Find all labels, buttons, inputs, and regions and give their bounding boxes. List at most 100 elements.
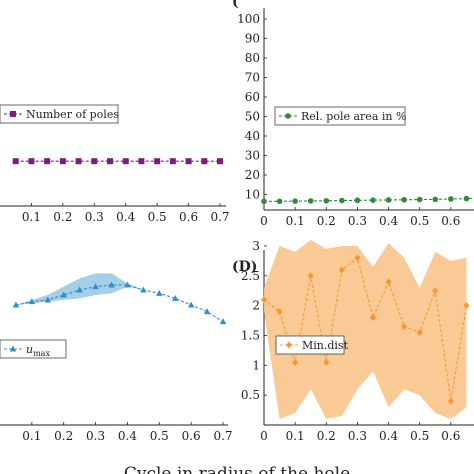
x-tick-label: 0.6 — [179, 210, 198, 224]
y-tick-label: 10 — [245, 188, 260, 202]
x-tick-label: 0.2 — [54, 429, 73, 443]
legend-label: Min.dist — [302, 339, 349, 352]
panel-letter-c: ( — [232, 0, 239, 10]
x-tick-label: 0.2 — [317, 429, 336, 443]
data-point — [354, 197, 361, 204]
legend-marker — [285, 113, 291, 119]
data-point — [219, 318, 227, 325]
x-tick-label: 0.6 — [441, 214, 460, 228]
data-point — [370, 197, 376, 203]
x-tick-label: 0.1 — [22, 210, 41, 224]
data-point — [108, 281, 115, 288]
x-tick-label: 0.4 — [379, 429, 398, 443]
data-point — [385, 278, 392, 286]
x-tick-label: 0.3 — [86, 429, 105, 443]
x-tick-label: 0.2 — [317, 214, 336, 228]
data-point — [370, 314, 376, 322]
y-tick-label: 3 — [252, 239, 260, 253]
data-point — [75, 158, 82, 165]
y-tick-label: 50 — [245, 110, 260, 124]
y-tick-label: 40 — [245, 129, 260, 143]
data-point — [307, 198, 314, 204]
data-point — [138, 158, 145, 165]
panel-number-of-poles: 0.1 0.2 0.3 0.4 0.5 0.6 0.7 Number of poles — [0, 104, 230, 224]
data-point — [323, 358, 330, 366]
y-tick-label: 60 — [245, 90, 260, 104]
data-point — [28, 158, 35, 165]
data-point — [292, 358, 299, 366]
data-point — [307, 272, 314, 280]
x-tick-label: 0.4 — [116, 210, 135, 224]
y-tick-label: 90 — [245, 32, 260, 46]
data-point — [385, 197, 392, 203]
data-point — [323, 197, 330, 204]
legend-marker — [286, 341, 292, 349]
x-axis-caption: Cycle in radius of the hole — [124, 464, 350, 474]
y-tick-label: 30 — [245, 149, 260, 163]
x-tick-label: 0 — [260, 429, 268, 443]
y-tick-label: 0.5 — [241, 388, 260, 402]
y-tick-label: 2.5 — [241, 269, 260, 283]
data-point — [172, 294, 179, 301]
data-point — [124, 281, 131, 288]
panel-relative-pole-area: 0 0.1 0.2 0.3 0.4 0.5 0.6 10 20 30 40 50 60 70 80 90 100… — [237, 8, 474, 228]
legend-box — [0, 104, 119, 124]
data-point — [107, 158, 113, 165]
data-point — [28, 298, 36, 305]
data-point — [59, 158, 66, 165]
data-point — [276, 198, 283, 205]
data-point — [463, 195, 470, 202]
legend-box — [0, 339, 67, 359]
data-point — [44, 158, 51, 165]
data-point — [448, 196, 454, 202]
data-point — [187, 301, 195, 308]
legend-box — [275, 335, 345, 355]
x-tick-label: 0.2 — [53, 210, 72, 224]
data-point — [92, 283, 99, 290]
data-point — [447, 397, 454, 405]
x-tick-label: 0.6 — [441, 429, 460, 443]
panel-min-dist: 0 0.1 0.2 0.3 0.4 0.5 0.6 0.5 1 1.5 2 2.5 3 Min.dist — [241, 239, 474, 443]
data-point — [292, 198, 298, 204]
x-tick-label: 0 — [260, 214, 268, 228]
data-point — [169, 158, 176, 165]
data-point — [339, 197, 345, 204]
data-point — [60, 291, 67, 298]
x-tick-label: 0.1 — [286, 429, 305, 443]
data-point — [432, 287, 439, 295]
data-point — [401, 323, 408, 331]
x-tick-label: 0.5 — [410, 214, 429, 228]
data-point — [203, 308, 211, 315]
data-point — [463, 302, 470, 310]
data-point — [44, 296, 51, 303]
data-point — [338, 266, 345, 274]
y-tick-label: 2 — [252, 299, 260, 313]
x-tick-label: 0.4 — [118, 429, 137, 443]
data-point — [185, 158, 192, 165]
data-point — [91, 158, 98, 165]
data-point — [217, 158, 223, 165]
data-point — [354, 254, 361, 262]
y-tick-label: 70 — [245, 71, 260, 85]
x-tick-label: 0.7 — [213, 429, 232, 443]
data-point — [276, 308, 283, 316]
panel-letter-d: (D) — [232, 259, 257, 275]
legend-box — [274, 106, 406, 126]
y-tick-label: 1.5 — [241, 328, 260, 342]
data-point — [156, 289, 163, 296]
y-tick-label: 100 — [237, 12, 260, 26]
x-tick-label: 0.5 — [410, 429, 429, 443]
x-tick-label: 0.3 — [85, 210, 104, 224]
data-point — [140, 286, 147, 293]
x-tick-label: 0.3 — [348, 214, 367, 228]
y-tick-label: 20 — [245, 168, 260, 182]
y-tick-label: 1 — [252, 358, 260, 372]
legend-label: Rel. pole area in % — [301, 110, 406, 123]
x-tick-label: 0.1 — [286, 214, 305, 228]
series-line — [15, 284, 224, 323]
x-tick-label: 0.5 — [150, 429, 169, 443]
data-point — [76, 286, 83, 293]
series-band — [15, 273, 223, 322]
